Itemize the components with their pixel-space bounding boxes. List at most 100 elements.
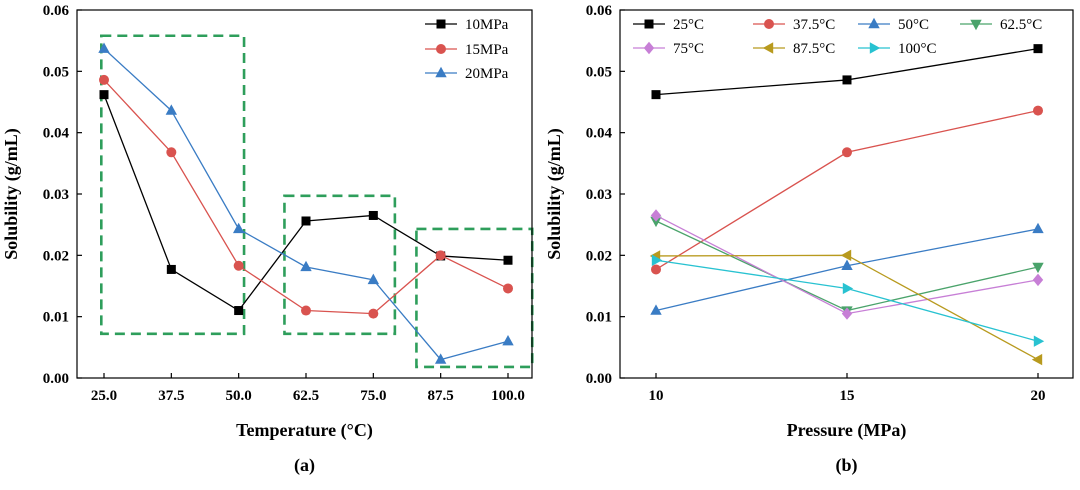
data-point (841, 259, 853, 270)
x-tick-label: 87.5 (428, 388, 454, 404)
legend-item: 87.5°C (753, 41, 835, 57)
data-point (166, 264, 176, 274)
legend-marker (764, 19, 774, 29)
data-point (503, 283, 513, 294)
x-tick-label: 100.0 (491, 388, 525, 404)
series-75°C (650, 209, 1044, 320)
legend-item: 15MPa (425, 42, 509, 58)
legend-item: 10MPa (425, 17, 509, 33)
series-10MPa (99, 90, 513, 316)
data-point (840, 249, 852, 262)
data-point (841, 307, 853, 320)
legend-label: 25°C (673, 17, 704, 33)
legend-marker (435, 66, 447, 78)
legend-item: 20MPa (425, 66, 509, 82)
x-tick-label: 25.0 (91, 388, 117, 404)
data-point (1033, 105, 1043, 116)
legend-marker (436, 19, 446, 29)
y-tick-label: 0.04 (586, 126, 613, 142)
x-tick-label: 15 (840, 388, 855, 404)
data-point (165, 104, 178, 115)
series-20MPa (98, 42, 514, 364)
legend: 10MPa 15MPa 20MPa (425, 17, 509, 82)
data-point (650, 216, 662, 228)
panel-a: 0.00 0.01 0.02 0.03 0.04 0.05 0.06 25.0 37.5 50.0… (1, 3, 534, 476)
legend-item: 75°C (633, 41, 704, 57)
y-tick-label: 0.00 (43, 371, 69, 387)
y-tick-label: 0.02 (586, 248, 612, 264)
y-tick-label: 0.06 (586, 3, 613, 19)
legend-label: 100°C (898, 41, 937, 57)
panel-label: (b) (836, 455, 858, 476)
legend-item: 62.5°C (960, 17, 1042, 33)
y-axis-title: Solubility (g/mL) (1, 128, 22, 260)
legend-label: 20MPa (465, 66, 509, 82)
data-point (842, 282, 854, 295)
highlight-box (415, 227, 534, 369)
series-line (103, 94, 509, 312)
data-point (232, 222, 245, 234)
x-tick-label: 37.5 (158, 388, 184, 404)
y-tick-label: 0.01 (43, 310, 69, 326)
legend-label: 50°C (898, 17, 929, 33)
plot-frame (619, 9, 1074, 379)
data-point (368, 308, 379, 319)
x-tick-label: 20 (1031, 388, 1046, 404)
data-point (651, 90, 661, 100)
legend: 25°C 37.5°C 50°C 62.5°C 75°C 87.5°C 100°C (633, 17, 1042, 57)
legend-item: 50°C (858, 17, 929, 33)
data-point (651, 264, 661, 275)
data-point (650, 209, 662, 222)
legend-item: 37.5°C (753, 17, 835, 33)
series-37.5°C (651, 105, 1043, 275)
legend-label: 37.5°C (793, 17, 835, 33)
data-point (1033, 44, 1043, 54)
legend-marker (643, 41, 655, 55)
series-15MPa (99, 74, 513, 319)
data-point (842, 147, 852, 158)
data-point (301, 305, 311, 316)
y-tick-label: 0.03 (43, 187, 69, 203)
y-tick-label: 0.04 (43, 126, 70, 142)
data-point (842, 75, 852, 85)
legend-marker (644, 19, 654, 29)
data-point (503, 255, 513, 265)
x-axis-title: Temperature (°C) (236, 420, 373, 441)
legend-item: 100°C (858, 41, 937, 57)
data-point (651, 254, 663, 266)
data-point (1033, 335, 1045, 347)
data-point (434, 353, 447, 364)
y-tick-label: 0.00 (586, 371, 612, 387)
data-point (1031, 353, 1043, 366)
series-25°C (651, 44, 1043, 100)
legend-item: 25°C (633, 17, 704, 33)
legend-label: 62.5°C (1000, 17, 1042, 33)
panel-label: (a) (294, 455, 315, 476)
data-point (502, 335, 514, 346)
x-axis-title: Pressure (MPa) (787, 420, 907, 441)
legend-label: 75°C (673, 41, 704, 57)
y-tick-label: 0.06 (43, 3, 70, 19)
data-point (1032, 262, 1044, 274)
data-point (99, 74, 109, 85)
series-100°C (651, 254, 1045, 347)
legend-marker (868, 17, 880, 29)
legend-marker (869, 42, 881, 54)
legend-label: 10MPa (465, 17, 509, 33)
y-tick-label: 0.01 (586, 310, 612, 326)
data-point (234, 306, 244, 316)
data-point (367, 273, 380, 285)
y-tick-label: 0.02 (43, 248, 69, 264)
data-point (1032, 222, 1044, 234)
y-tick-label: 0.05 (586, 64, 612, 80)
x-tick-label: 62.5 (293, 388, 319, 404)
legend-label: 87.5°C (793, 41, 835, 57)
x-tick-label: 50.0 (226, 388, 252, 404)
data-point (98, 42, 110, 53)
panel-b: 0.00 0.01 0.02 0.03 0.04 0.05 0.06 10 15 20 Pressu… (544, 3, 1074, 476)
legend-marker (762, 42, 774, 54)
data-point (301, 216, 311, 226)
series-line (655, 47, 1039, 96)
